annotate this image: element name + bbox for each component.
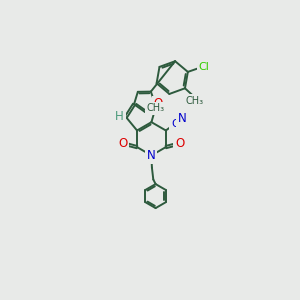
Text: H: H — [115, 110, 124, 124]
Text: C: C — [171, 119, 178, 129]
Text: CH₃: CH₃ — [186, 95, 204, 106]
Text: O: O — [175, 137, 184, 150]
Text: O: O — [118, 137, 128, 150]
Text: N: N — [178, 112, 186, 125]
Text: CH₃: CH₃ — [146, 103, 164, 113]
Text: N: N — [147, 149, 156, 162]
Text: O: O — [153, 98, 163, 110]
Text: Cl: Cl — [198, 62, 209, 72]
